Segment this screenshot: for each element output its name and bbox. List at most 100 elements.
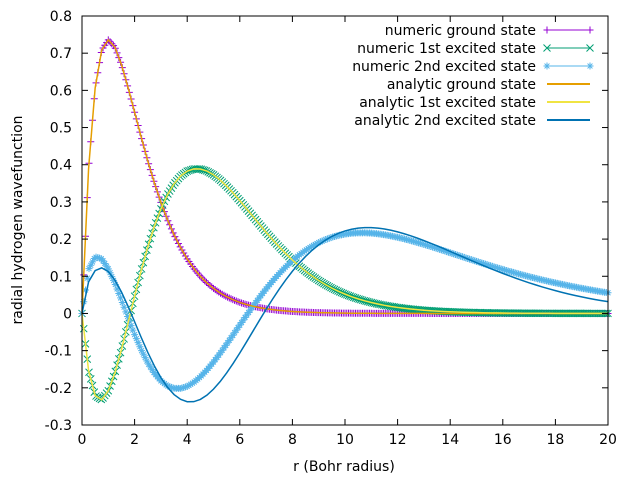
x-tick-label: 0 [78,432,87,448]
data-point [238,319,246,327]
data-point [422,241,430,249]
data-point [113,285,121,293]
legend-label: analytic 2nd excited state [354,113,536,129]
data-point [309,241,317,249]
data-point [132,335,140,343]
data-point [89,258,97,266]
data-point [416,239,424,247]
y-tick-label: 0.6 [50,83,72,99]
y-tick-label: 0.3 [50,195,72,211]
legend-label: analytic ground state [387,77,536,93]
series-analytic-2nd-excited-state [81,226,609,403]
x-tick-label: 14 [441,432,459,448]
data-point [231,329,239,337]
data-point [145,360,153,368]
data-point [320,236,328,244]
data-point [99,257,107,265]
data-point [474,258,482,266]
legend-label: numeric 2nd excited state [352,59,536,75]
data-point [164,382,172,390]
data-point [83,274,91,282]
data-point [94,254,102,262]
data-point [315,239,323,247]
data-point [430,244,438,252]
data-point [101,260,109,268]
data-point [429,243,437,251]
legend-item: analytic 2nd excited state [354,113,590,129]
data-point [87,261,95,269]
data-point [504,267,512,275]
data-point [543,62,551,70]
data-point [241,313,249,321]
data-point [481,260,489,268]
data-point [446,249,454,257]
legend-item: numeric 1st excited state [357,41,594,57]
data-point [103,262,111,270]
data-point [134,339,142,347]
data-point [473,257,480,265]
data-point [427,243,435,251]
data-point [229,331,237,339]
data-point [104,265,112,273]
data-point [148,366,156,374]
data-point [495,264,503,272]
data-point [502,266,510,274]
data-point [232,326,240,334]
ticks-layer: 0 2 4 6 8 10 12 14 16 18 20 -0.3 -0.2 -0.1 0 0.1 0.2 0.3 0… [45,9,617,448]
data-point [434,245,442,253]
x-tick-label: 12 [389,432,407,448]
y-tick-label: -0.3 [45,418,72,434]
data-point [239,316,247,324]
y-tick-label: 0.2 [50,232,72,248]
data-point [586,44,594,52]
data-point [478,259,486,267]
data-point [92,253,100,261]
data-point [413,238,421,246]
data-point [425,242,433,250]
data-point [85,265,93,273]
data-point [444,248,452,256]
data-point [471,257,479,265]
data-point [450,250,458,258]
legend-item: analytic 1st excited state [359,95,590,111]
data-point [167,383,175,391]
data-point [245,308,253,316]
data-point [418,240,426,248]
data-point [501,266,509,274]
data-point [122,308,130,316]
data-point [483,261,491,269]
data-point [222,341,230,349]
data-point [437,246,445,254]
x-tick-label: 2 [130,432,139,448]
data-point [180,383,188,391]
legend-label: analytic 1st excited state [359,95,536,111]
data-point [115,289,123,297]
data-point [82,286,90,294]
data-point [225,336,233,344]
data-point [138,347,146,355]
legend-label: numeric 1st excited state [357,41,536,57]
data-point [143,357,151,365]
data-point [313,240,321,248]
x-tick-label: 10 [336,432,354,448]
data-point [125,317,133,325]
x-tick-label: 20 [599,432,617,448]
data-point [492,263,500,271]
data-point [111,280,119,288]
data-point [441,247,449,255]
y-tick-label: 0.8 [50,9,72,25]
data-point [316,238,324,246]
data-point [127,322,135,330]
data-point [166,383,174,391]
y-tick-label: 0.7 [50,46,72,62]
x-tick-label: 4 [183,432,192,448]
x-axis-title: r (Bohr radius) [293,459,395,475]
data-point [146,363,154,371]
data-point [432,244,440,252]
data-point [488,262,496,270]
x-tick-label: 8 [288,432,297,448]
data-point [439,246,447,254]
data-point [124,313,132,321]
series-analytic-1st-excited-state [81,168,608,401]
